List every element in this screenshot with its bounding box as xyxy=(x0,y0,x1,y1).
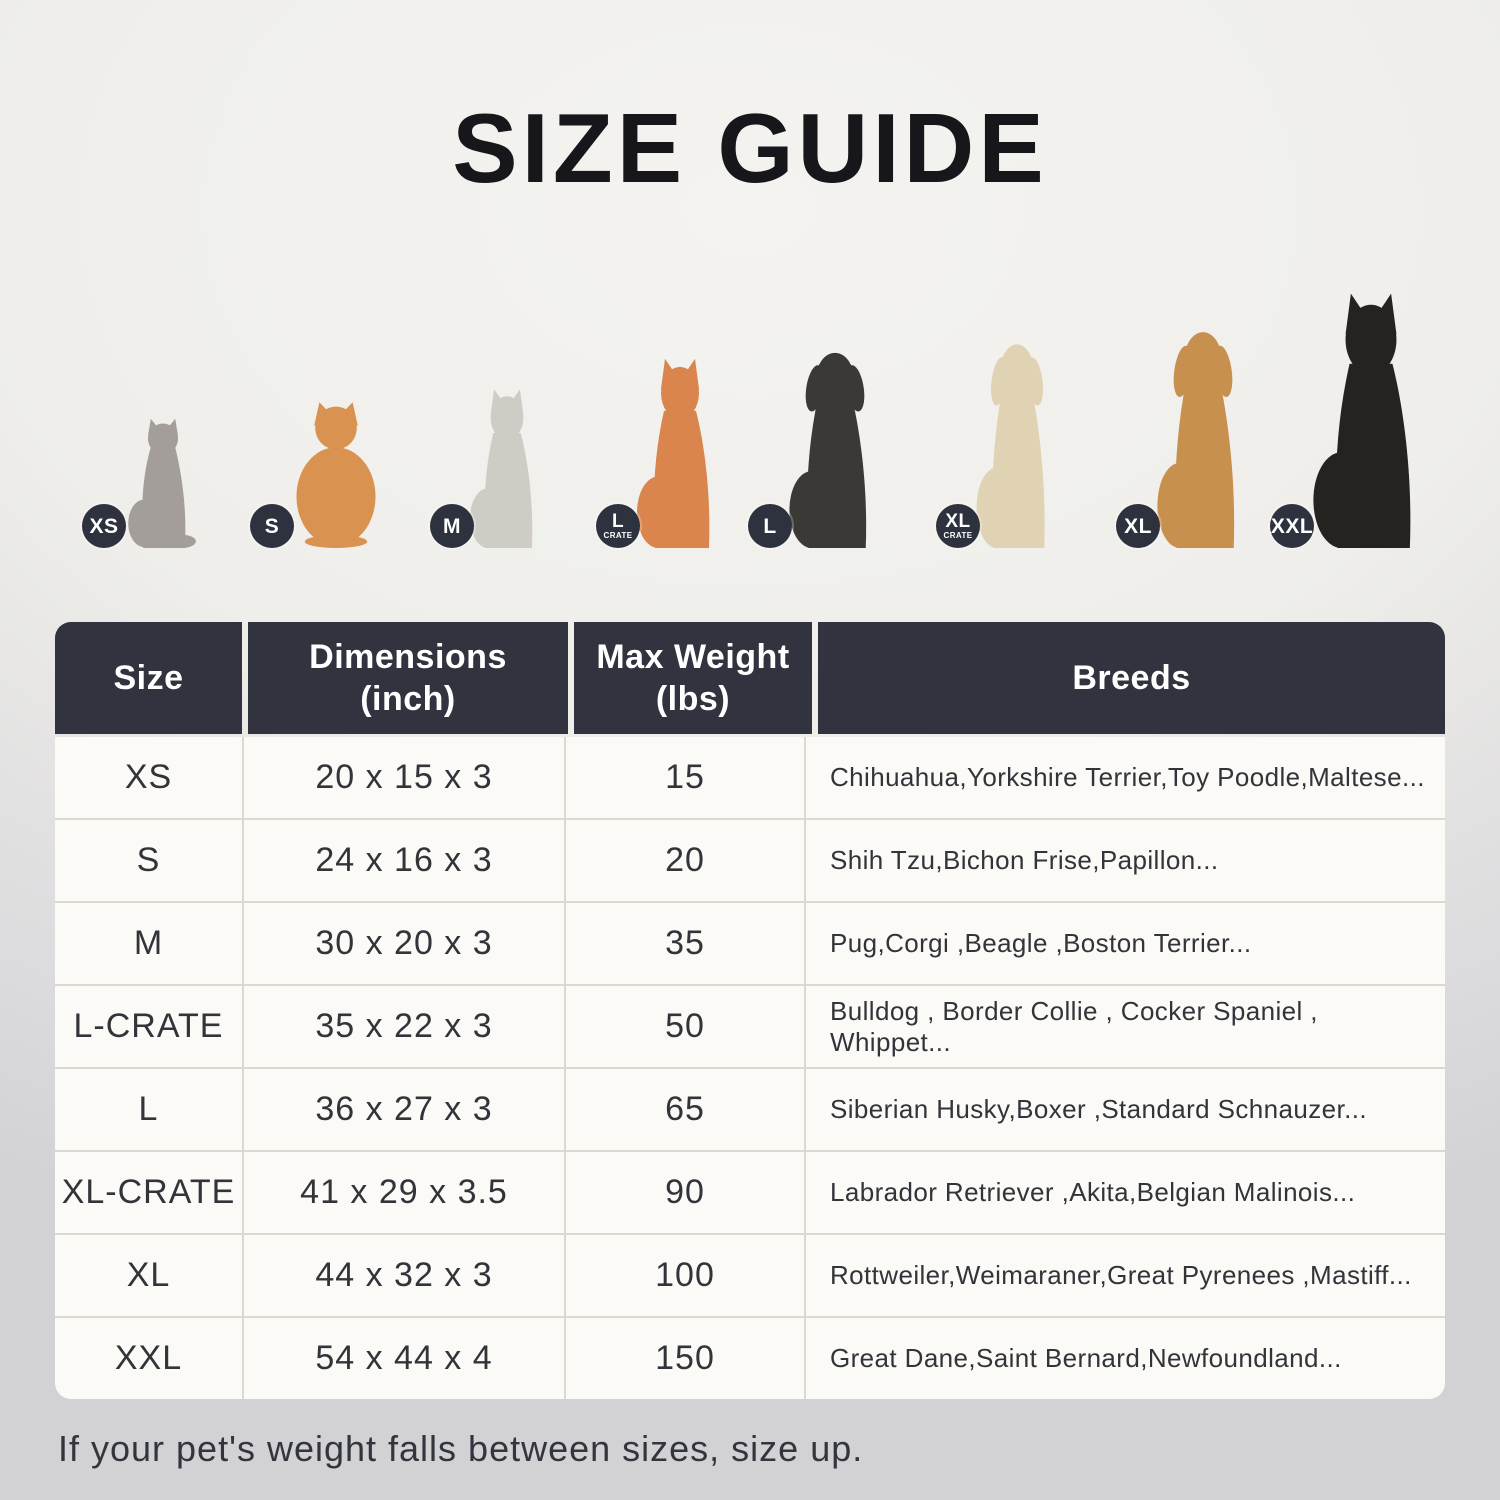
cell-dimensions: 24 x 16 x 3 xyxy=(244,820,564,901)
size-badge-l-crate: L CRATE xyxy=(596,504,640,548)
cell-breeds: Bulldog , Border Collie , Cocker Spaniel… xyxy=(806,986,1445,1067)
cell-breeds: Rottweiler,Weimaraner,Great Pyrenees ,Ma… xyxy=(806,1235,1445,1316)
golden-retriever-icon xyxy=(1150,319,1256,548)
cell-size: S xyxy=(55,820,242,901)
cell-breeds: Siberian Husky,Boxer ,Standard Schnauzer… xyxy=(806,1069,1445,1150)
pet-shiba-inu: L CRATE xyxy=(596,356,730,548)
header-cell-dimensions: Dimensions (inch) xyxy=(248,622,568,734)
cell-size: XL-CRATE xyxy=(55,1152,242,1233)
doberman-icon xyxy=(1304,290,1438,548)
badge-label: XS xyxy=(89,514,119,538)
badge-label: M xyxy=(443,514,461,538)
table-body: XS 20 x 15 x 3 15 Chihuahua,Yorkshire Terri… xyxy=(55,737,1445,1399)
size-badge-m: M xyxy=(430,504,474,548)
cell-size: M xyxy=(55,903,242,984)
cell-max-weight: 50 xyxy=(566,986,804,1067)
cell-max-weight: 20 xyxy=(566,820,804,901)
cell-dimensions: 30 x 20 x 3 xyxy=(244,903,564,984)
badge-label: L xyxy=(611,511,625,532)
border-collie-icon xyxy=(782,341,888,548)
pet-cat: XS xyxy=(82,415,210,548)
pet-golden-retriever: XL xyxy=(1116,319,1256,548)
cell-breeds: Pug,Corgi ,Beagle ,Boston Terrier... xyxy=(806,903,1445,984)
cell-dimensions: 20 x 15 x 3 xyxy=(244,737,564,818)
page-title: SIZE GUIDE xyxy=(452,93,1048,203)
shiba-inu-icon xyxy=(630,356,730,548)
badge-label: XL xyxy=(1124,514,1152,538)
cell-max-weight: 100 xyxy=(566,1235,804,1316)
size-table: Size Dimensions (inch) Max Weight (lbs) Bre… xyxy=(55,622,1445,1399)
pet-labrador-retriever: XL CRATE xyxy=(936,332,1064,548)
cell-max-weight: 65 xyxy=(566,1069,804,1150)
badge-label: S xyxy=(264,514,280,538)
pet-french-bulldog: M xyxy=(430,387,550,548)
cell-max-weight: 150 xyxy=(566,1318,804,1399)
size-badge-l: L xyxy=(748,504,792,548)
footer-note: If your pet's weight falls between sizes… xyxy=(58,1428,864,1469)
cell-dimensions: 44 x 32 x 3 xyxy=(244,1235,564,1316)
header-cell-breeds: Breeds xyxy=(818,622,1445,734)
pet-pomeranian: S xyxy=(250,398,388,548)
size-badge-xl-crate: XL CRATE xyxy=(936,504,980,548)
badge-sublabel: CRATE xyxy=(943,531,973,540)
cell-breeds: Chihuahua,Yorkshire Terrier,Toy Poodle,M… xyxy=(806,737,1445,818)
cell-breeds: Labrador Retriever ,Akita,Belgian Malino… xyxy=(806,1152,1445,1233)
badge-label: XXL xyxy=(1270,514,1314,538)
pet-border-collie: L xyxy=(748,341,888,548)
size-badge-xxl: XXL xyxy=(1270,504,1314,548)
cell-breeds: Great Dane,Saint Bernard,Newfoundland... xyxy=(806,1318,1445,1399)
french-bulldog-icon xyxy=(464,387,550,548)
cell-size: XL xyxy=(55,1235,242,1316)
cell-max-weight: 90 xyxy=(566,1152,804,1233)
badge-label: L xyxy=(763,514,777,538)
header-cell-max-weight: Max Weight (lbs) xyxy=(574,622,812,734)
badge-sublabel: CRATE xyxy=(603,531,633,540)
size-badge-xl: XL xyxy=(1116,504,1160,548)
cat-icon xyxy=(116,415,210,548)
cell-max-weight: 35 xyxy=(566,903,804,984)
cell-dimensions: 36 x 27 x 3 xyxy=(244,1069,564,1150)
cell-dimensions: 41 x 29 x 3.5 xyxy=(244,1152,564,1233)
badge-label: XL xyxy=(945,511,971,532)
cell-max-weight: 15 xyxy=(566,737,804,818)
cell-size: L xyxy=(55,1069,242,1150)
cell-size: XXL xyxy=(55,1318,242,1399)
labrador-retriever-icon xyxy=(970,332,1064,548)
cell-size: L-CRATE xyxy=(55,986,242,1067)
cell-size: XS xyxy=(55,737,242,818)
header-cell-size: Size xyxy=(55,622,242,734)
cell-breeds: Shih Tzu,Bichon Frise,Papillon... xyxy=(806,820,1445,901)
pet-doberman: XXL xyxy=(1270,290,1438,548)
cell-dimensions: 54 x 44 x 4 xyxy=(244,1318,564,1399)
pets-lineup-row: XS S M L CRATE L XL CRATE XL XXL xyxy=(0,280,1500,548)
size-badge-s: S xyxy=(250,504,294,548)
pomeranian-icon xyxy=(284,398,388,548)
size-badge-xs: XS xyxy=(82,504,126,548)
table-header-row: Size Dimensions (inch) Max Weight (lbs) Bre… xyxy=(55,622,1445,734)
cell-dimensions: 35 x 22 x 3 xyxy=(244,986,564,1067)
